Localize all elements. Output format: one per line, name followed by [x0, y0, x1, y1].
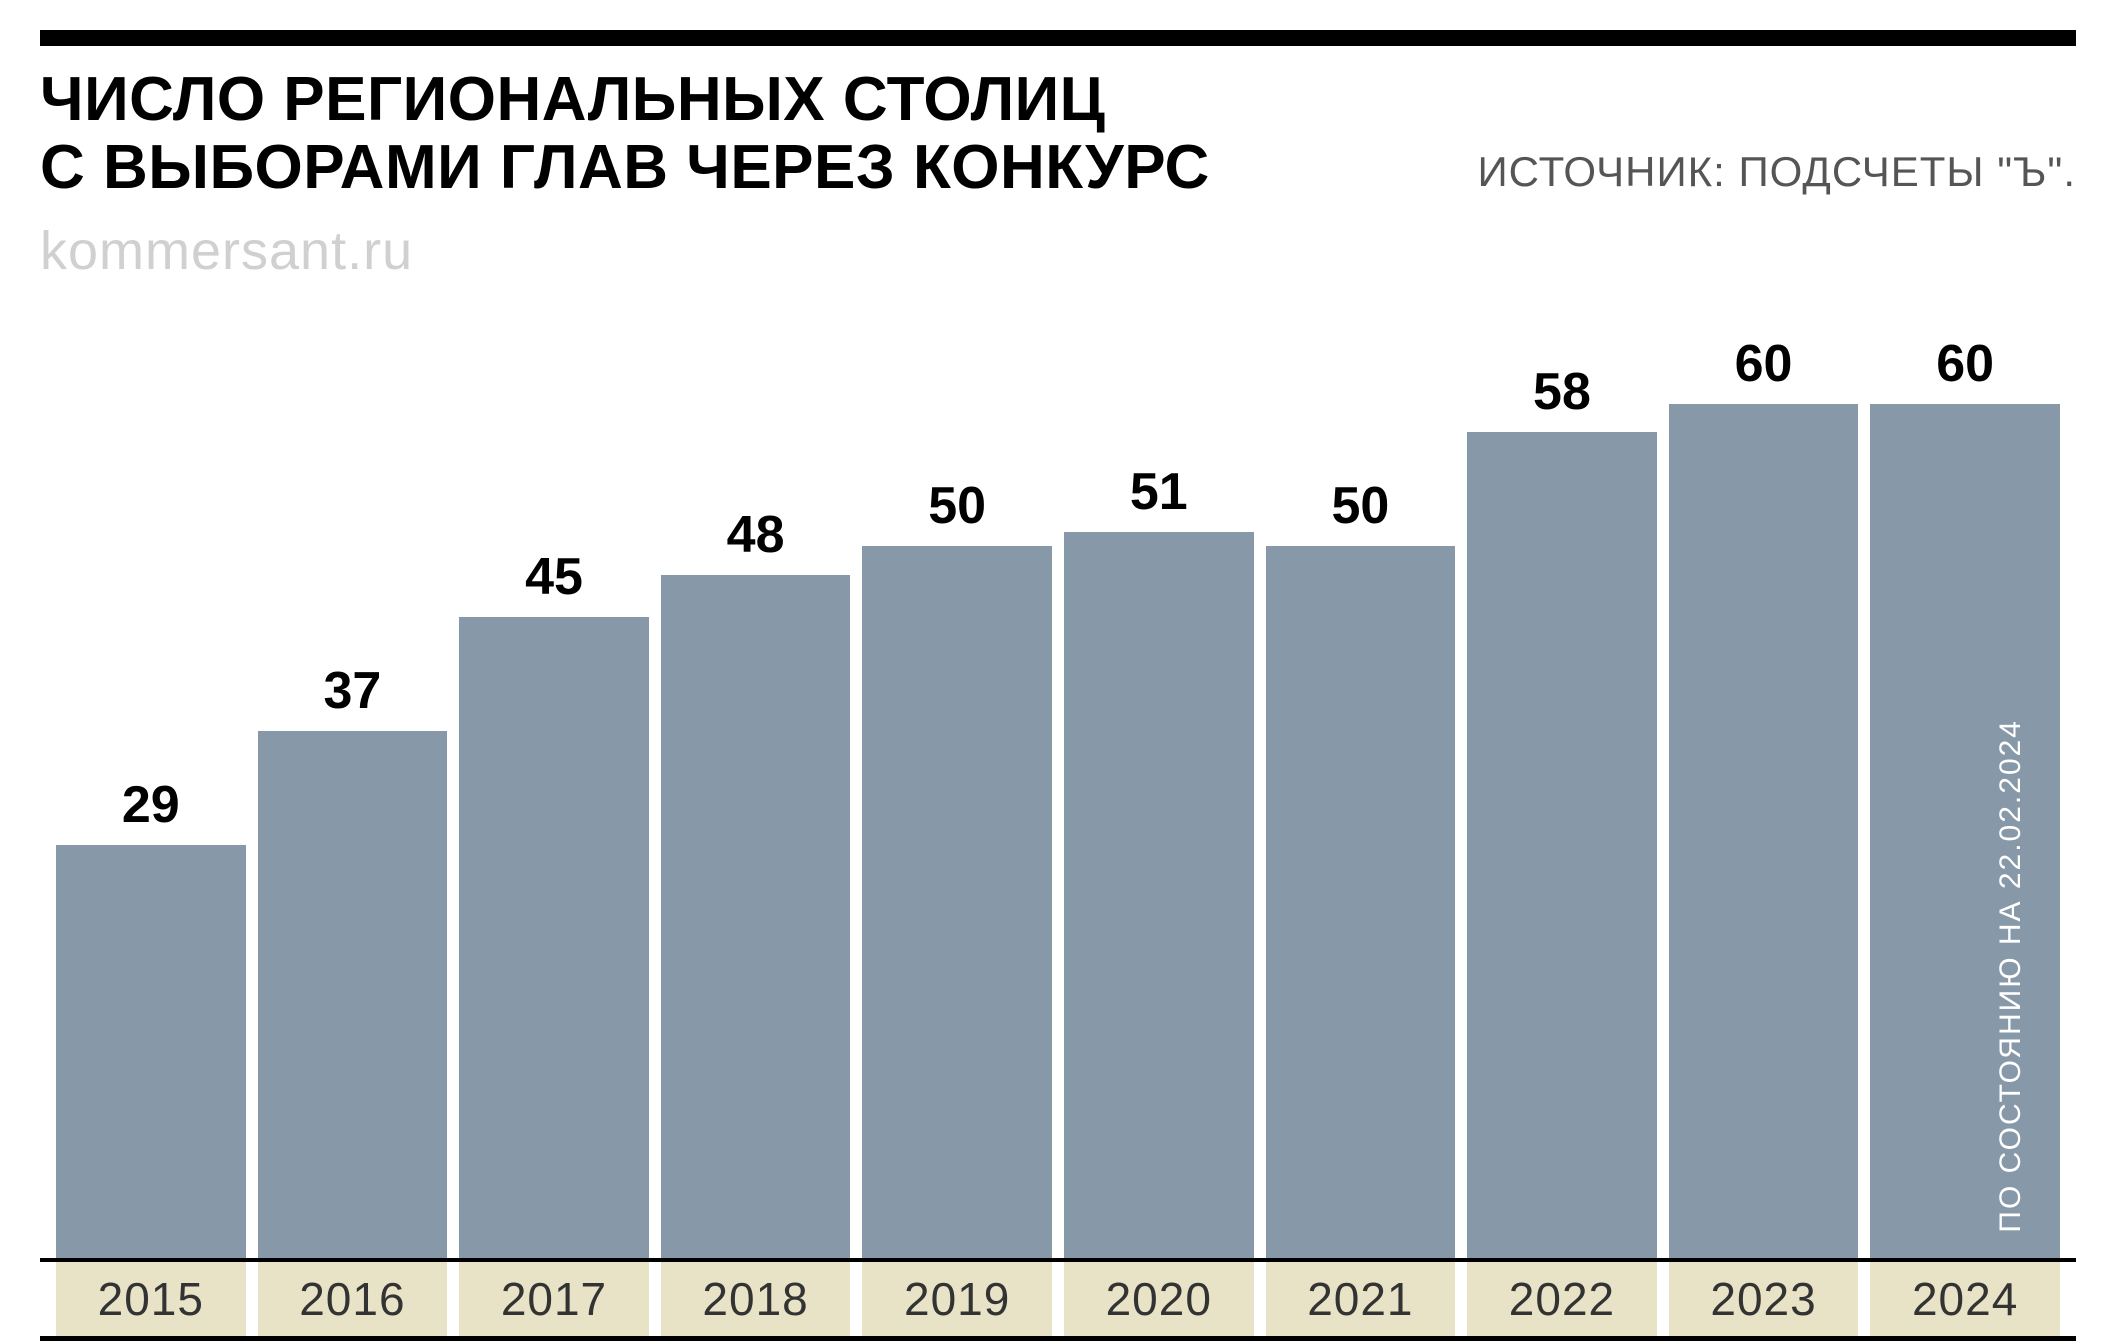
header: ЧИСЛО РЕГИОНАЛЬНЫХ СТОЛИЦ С ВЫБОРАМИ ГЛА… [40, 66, 2076, 202]
bar [1266, 546, 1456, 1258]
bar [56, 845, 246, 1258]
bar-group: 37 [258, 242, 448, 1258]
bar [1467, 432, 1657, 1258]
title-line-1: ЧИСЛО РЕГИОНАЛЬНЫХ СТОЛИЦ [40, 66, 1210, 134]
bar-group: 60 [1669, 242, 1859, 1258]
bar [862, 546, 1052, 1258]
bar-group: 29 [56, 242, 246, 1258]
bar-value-label: 58 [1533, 362, 1591, 422]
bar-value-label: 48 [727, 505, 785, 565]
bar [258, 731, 448, 1258]
x-axis-label: 2021 [1266, 1262, 1456, 1336]
bar-group: 50 [1266, 242, 1456, 1258]
bar [459, 617, 649, 1258]
bar-value-label: 50 [1331, 476, 1389, 536]
bar-value-label: 29 [122, 775, 180, 835]
bar [1669, 404, 1859, 1259]
bar-value-label: 51 [1130, 462, 1188, 522]
bar-group: 60 [1870, 242, 2060, 1258]
bar-value-label: 50 [928, 476, 986, 536]
bar-value-label: 60 [1735, 334, 1793, 394]
x-axis-label: 2023 [1669, 1262, 1859, 1336]
x-axis-label: 2020 [1064, 1262, 1254, 1336]
bar [1064, 532, 1254, 1258]
bar-group: 45 [459, 242, 649, 1258]
bar-value-label: 60 [1936, 334, 1994, 394]
chart-area: 29 37 45 48 50 51 50 58 60 60 ПО СОСТОЯНИЮ НА 22.… [40, 242, 2076, 1262]
bar-value-label: 45 [525, 547, 583, 607]
chart-title: ЧИСЛО РЕГИОНАЛЬНЫХ СТОЛИЦ С ВЫБОРАМИ ГЛА… [40, 66, 1210, 202]
bar [661, 575, 851, 1259]
bar-group: 58 [1467, 242, 1657, 1258]
x-axis-label: 2019 [862, 1262, 1052, 1336]
x-axis-label: 2015 [56, 1262, 246, 1336]
top-rule [40, 30, 2076, 46]
bar-group: 51 [1064, 242, 1254, 1258]
bar-value-label: 37 [323, 661, 381, 721]
vertical-note: ПО СОСТОЯНИЮ НА 22.02.2024 [1994, 719, 2028, 1233]
title-line-2: С ВЫБОРАМИ ГЛАВ ЧЕРЕЗ КОНКУРС [40, 134, 1210, 202]
bar-group: 48 [661, 242, 851, 1258]
x-axis-label: 2016 [258, 1262, 448, 1336]
x-axis-label: 2018 [661, 1262, 851, 1336]
x-axis-label: 2022 [1467, 1262, 1657, 1336]
source-label: ИСТОЧНИК: ПОДСЧЕТЫ "Ъ". [1477, 148, 2076, 202]
bar [1870, 404, 2060, 1259]
x-axis-label: 2024 [1870, 1262, 2060, 1336]
bars-container: 29 37 45 48 50 51 50 58 60 60 [40, 242, 2076, 1262]
x-axis-label: 2017 [459, 1262, 649, 1336]
x-axis: 2015201620172018201920202021202220232024 [40, 1262, 2076, 1341]
bar-group: 50 [862, 242, 1052, 1258]
